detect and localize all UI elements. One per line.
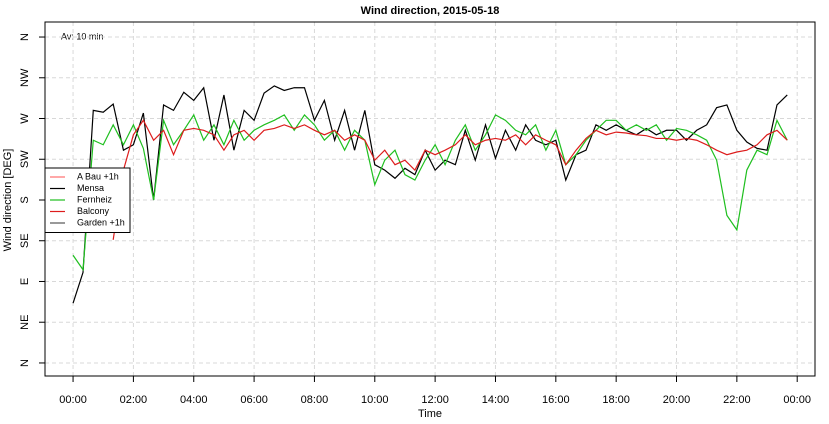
legend-label: A Bau +1h (77, 171, 119, 181)
x-tick-label: 10:00 (361, 394, 389, 406)
x-tick-label: 16:00 (542, 394, 570, 406)
series-line (112, 119, 788, 240)
y-tick-label: NW (19, 68, 31, 87)
chart-title: Wind direction, 2015-05-18 (361, 5, 500, 17)
y-tick-label: N (19, 359, 31, 367)
y-tick-label: N (19, 33, 31, 41)
y-tick-label: W (19, 113, 31, 124)
series-line (72, 85, 788, 304)
y-tick-label: SW (19, 150, 31, 168)
y-tick-label: NE (19, 315, 31, 330)
x-tick-label: 02:00 (120, 394, 148, 406)
legend-label: Garden +1h (77, 217, 125, 227)
x-tick-label: 22:00 (723, 394, 751, 406)
x-axis-title: Time (418, 408, 442, 420)
legend-label: Fernheiz (77, 194, 113, 204)
x-tick-label: 00:00 (783, 394, 811, 406)
x-tick-label: 20:00 (663, 394, 691, 406)
x-tick-label: 12:00 (421, 394, 449, 406)
x-tick-label: 18:00 (602, 394, 630, 406)
x-tick-label: 00:00 (59, 394, 87, 406)
annotation: Av: 10 min (61, 31, 103, 41)
x-tick-label: 08:00 (301, 394, 329, 406)
y-tick-label: E (19, 278, 31, 285)
y-axis-title: Wind direction [DEG] (2, 149, 14, 252)
y-tick-label: SE (19, 233, 31, 248)
y-tick-label: S (19, 196, 31, 203)
legend-label: Balcony (77, 206, 110, 216)
plot-frame (44, 21, 816, 377)
x-tick-label: 06:00 (240, 394, 268, 406)
x-tick-label: 14:00 (482, 394, 510, 406)
legend-label: Mensa (77, 183, 104, 193)
x-tick-label: 04:00 (180, 394, 208, 406)
